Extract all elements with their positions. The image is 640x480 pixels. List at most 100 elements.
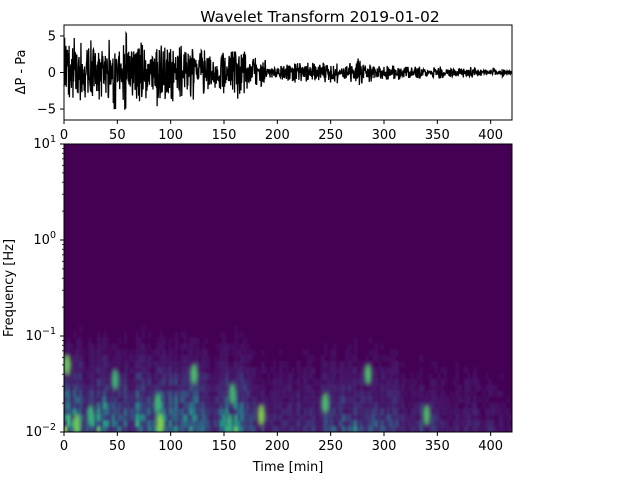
- heatmap-cell: [377, 414, 382, 421]
- heatmap-cell: [449, 414, 453, 421]
- heatmap-cell: [147, 361, 152, 368]
- heatmap-cell: [231, 361, 235, 368]
- heatmap-cell: [189, 355, 194, 362]
- heatmap-cell: [186, 396, 191, 404]
- heatmap-cell: [138, 349, 143, 356]
- heatmap-cell: [81, 355, 86, 362]
- heatmap-cell: [78, 408, 83, 415]
- heatmap-cell: [317, 414, 322, 421]
- heatmap-cell: [222, 343, 226, 350]
- heatmap-cell: [347, 361, 352, 368]
- heatmap-cell: [443, 402, 447, 409]
- heatmap-cell: [108, 396, 113, 404]
- heatmap-cell: [479, 384, 483, 392]
- heatmap-cell: [365, 396, 370, 404]
- heatmap-cell: [246, 420, 250, 427]
- heatmap-cell: [165, 355, 170, 362]
- heatmap-cell: [138, 378, 143, 386]
- heatmap-cell: [114, 390, 119, 398]
- heatmap-cell: [66, 343, 71, 350]
- heatmap-cell: [189, 361, 194, 368]
- heatmap-cell: [207, 361, 211, 368]
- heatmap-cell: [389, 384, 394, 392]
- heatmap-cell: [371, 349, 376, 356]
- heatmap-cell: [293, 396, 298, 404]
- heatmap-cell: [446, 414, 450, 421]
- heatmap-cell: [500, 390, 504, 398]
- heatmap-cell: [389, 426, 394, 432]
- heatmap-cell: [440, 378, 444, 386]
- heatmap-cell: [135, 343, 140, 350]
- heatmap-cell: [488, 408, 492, 415]
- heatmap-cell: [228, 372, 232, 380]
- heatmap-cell: [222, 414, 226, 421]
- heatmap-cell: [290, 414, 295, 421]
- heatmap-cell: [288, 426, 292, 432]
- heatmap-cell: [195, 349, 199, 356]
- heatmap-cell: [368, 426, 373, 432]
- heatmap-cell: [350, 414, 355, 421]
- heatmap-cell: [446, 396, 450, 404]
- heatmap-cell: [153, 367, 158, 374]
- heatmap-cell: [383, 355, 388, 362]
- heatmap-cell: [102, 337, 107, 344]
- heatmap-cell: [282, 402, 286, 409]
- heatmap-x-tick-label: 0: [60, 439, 68, 454]
- heatmap-cell: [392, 361, 397, 368]
- heatmap-cell: [93, 426, 98, 432]
- heatmap-cell: [428, 384, 432, 392]
- heatmap-cell: [500, 414, 504, 421]
- heatmap-cell: [425, 426, 429, 432]
- heatmap-cell: [189, 402, 194, 409]
- heatmap-cell: [207, 402, 211, 409]
- heatmap-cell: [150, 420, 155, 427]
- heatmap-cell: [329, 367, 334, 374]
- heatmap-cell: [213, 426, 217, 432]
- heatmap-cell: [273, 396, 277, 404]
- heatmap-cell: [455, 408, 459, 415]
- heatmap-cell: [267, 378, 271, 386]
- heatmap-cell: [422, 384, 426, 392]
- heatmap-cell: [428, 414, 432, 421]
- heatmap-hotspot: [257, 404, 265, 427]
- heatmap-cell: [192, 414, 197, 421]
- heatmap-cell: [282, 372, 286, 380]
- heatmap-cell: [162, 426, 167, 432]
- heatmap-cell: [261, 367, 265, 374]
- heatmap-cell: [261, 378, 265, 386]
- heatmap-cell: [69, 402, 74, 409]
- heatmap-cell: [314, 378, 319, 386]
- heatmap-cell: [207, 390, 211, 398]
- heatmap-cell: [404, 408, 409, 415]
- heatmap-cell: [503, 426, 507, 432]
- heatmap-cell: [195, 408, 199, 415]
- heatmap-cell: [174, 396, 179, 404]
- heatmap-cell: [66, 372, 71, 380]
- heatmap-cell: [219, 378, 223, 386]
- heatmap-cell: [195, 337, 199, 344]
- heatmap-cell: [365, 414, 370, 421]
- heatmap-cell: [383, 378, 388, 386]
- heatmap-cell: [201, 420, 205, 427]
- heatmap-cell: [350, 408, 355, 415]
- heatmap-cell: [75, 408, 80, 415]
- heatmap-cell: [323, 384, 328, 392]
- heatmap-cell: [419, 367, 423, 374]
- heatmap-cell: [419, 355, 423, 362]
- heatmap-cell: [413, 378, 418, 386]
- heatmap-cell: [380, 420, 385, 427]
- heatmap-cell: [374, 384, 379, 392]
- heatmap-cell: [422, 426, 426, 432]
- heatmap-cell: [138, 396, 143, 404]
- heatmap-cell: [204, 390, 208, 398]
- heatmap-cell: [338, 426, 343, 432]
- heatmap-cell: [467, 408, 471, 415]
- heatmap-cell: [64, 349, 68, 356]
- heatmap-cell: [219, 396, 223, 404]
- heatmap-cell: [105, 426, 110, 432]
- heatmap-cell: [126, 420, 131, 427]
- heatmap-cell: [386, 396, 391, 404]
- heatmap-cell: [434, 426, 438, 432]
- heatmap-cell: [201, 378, 205, 386]
- heatmap-cell: [374, 414, 379, 421]
